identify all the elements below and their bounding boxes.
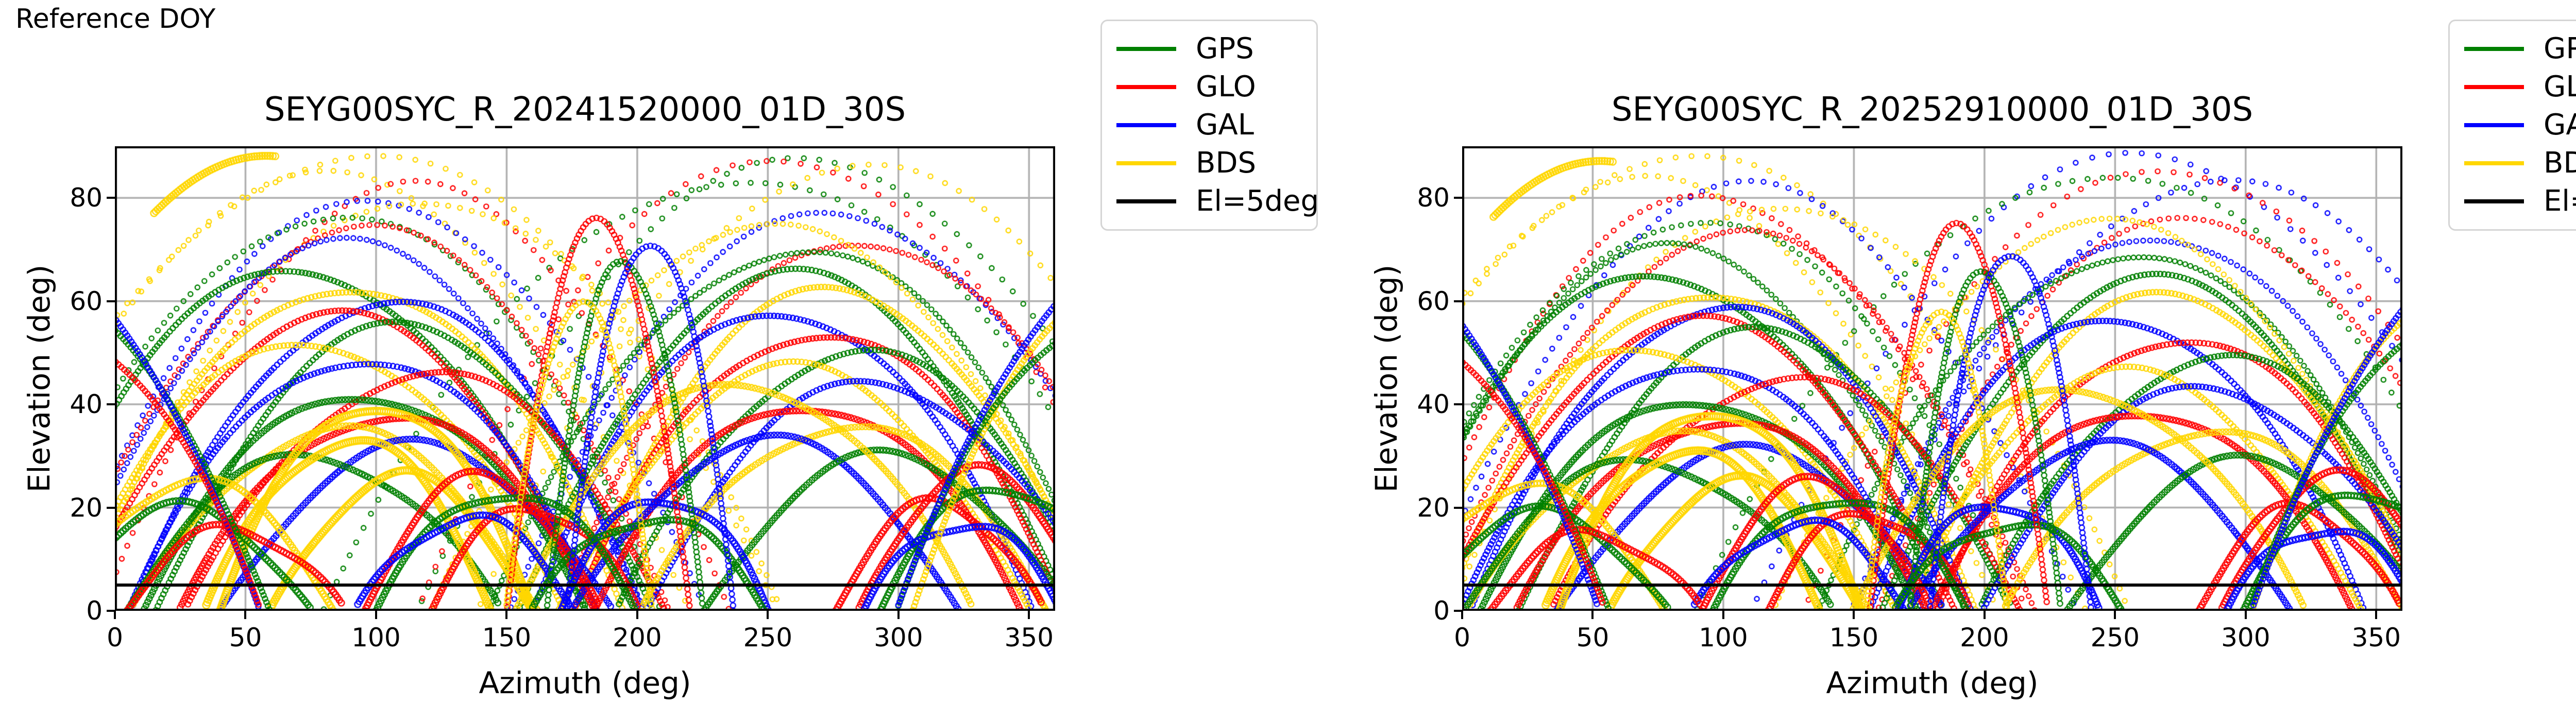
x-tick-mark xyxy=(1983,611,1986,619)
legend-label-gal: GAL xyxy=(1196,108,1254,142)
x-tick-mark xyxy=(2114,611,2116,619)
y-tick-mark xyxy=(1454,610,1462,612)
plot2-legend: GPS GLO GAL BDS El=5deg xyxy=(2448,20,2576,231)
legend-entry-glo: GLO xyxy=(1116,73,1302,101)
y-tick-label: 40 xyxy=(1417,389,1450,420)
x-tick-mark xyxy=(1461,611,1463,619)
legend-entry-el5: El=5deg xyxy=(2464,187,2576,216)
y-tick-label: 80 xyxy=(70,183,103,213)
plot1-axes-canvas xyxy=(115,146,1055,611)
legend-entry-gal: GAL xyxy=(2464,111,2576,140)
legend-label-gps: GPS xyxy=(1196,32,1254,65)
legend-label-gal: GAL xyxy=(2544,108,2576,142)
legend-entry-gal: GAL xyxy=(1116,111,1302,140)
x-tick-mark xyxy=(1591,611,1594,619)
plot1-xaxis-label: Azimuth (deg) xyxy=(479,665,691,700)
legend-label-glo: GLO xyxy=(2544,70,2576,104)
legend-entry-glo: GLO xyxy=(2464,73,2576,101)
el5-line-swatch xyxy=(1116,199,1176,203)
x-tick-label: 350 xyxy=(1004,623,1054,653)
y-tick-label: 20 xyxy=(70,492,103,523)
plot2-axes-canvas xyxy=(1462,146,2402,611)
legend-label-el5: El=5deg xyxy=(2544,184,2576,218)
y-tick-mark xyxy=(1454,300,1462,302)
plot1-legend: GPS GLO GAL BDS El=5deg xyxy=(1100,20,1319,231)
gal-line-swatch xyxy=(2464,123,2524,127)
plot1-yaxis-label: Elevation (deg) xyxy=(22,264,57,493)
plot1-title: SEYG00SYC_R_20241520000_01D_30S xyxy=(264,91,906,129)
y-tick-mark xyxy=(107,403,115,406)
x-tick-mark xyxy=(897,611,900,619)
legend-entry-el5: El=5deg xyxy=(1116,187,1319,216)
y-tick-label: 0 xyxy=(1433,596,1450,626)
x-tick-label: 150 xyxy=(1829,623,1879,653)
legend-entry-bds: BDS xyxy=(2464,149,2576,178)
y-tick-mark xyxy=(1454,197,1462,199)
y-tick-mark xyxy=(107,506,115,509)
gps-line-swatch xyxy=(1116,47,1176,51)
y-tick-mark xyxy=(107,197,115,199)
x-tick-label: 300 xyxy=(2221,623,2270,653)
y-tick-mark xyxy=(107,610,115,612)
plot2-xaxis-label: Azimuth (deg) xyxy=(1826,665,2039,700)
y-tick-mark xyxy=(107,300,115,302)
bds-line-swatch xyxy=(2464,161,2524,165)
glo-line-swatch xyxy=(1116,85,1176,89)
y-tick-label: 0 xyxy=(86,596,103,626)
el5-line-swatch xyxy=(2464,199,2524,203)
legend-entry-gps: GPS xyxy=(1116,35,1302,63)
x-tick-label: 0 xyxy=(107,623,123,653)
x-tick-mark xyxy=(1853,611,1855,619)
y-tick-label: 60 xyxy=(1417,286,1450,316)
y-tick-label: 40 xyxy=(70,389,103,420)
legend-label-gps: GPS xyxy=(2544,32,2576,65)
x-tick-mark xyxy=(2244,611,2247,619)
y-tick-label: 80 xyxy=(1417,183,1450,213)
legend-entry-gps: GPS xyxy=(2464,35,2576,63)
x-tick-label: 200 xyxy=(1960,623,2009,653)
x-tick-label: 350 xyxy=(2351,623,2401,653)
legend-entry-bds: BDS xyxy=(1116,149,1302,178)
glo-line-swatch xyxy=(2464,85,2524,89)
x-tick-mark xyxy=(1722,611,1724,619)
x-tick-label: 150 xyxy=(482,623,532,653)
plot2-yaxis-label: Elevation (deg) xyxy=(1369,264,1404,493)
x-tick-mark xyxy=(636,611,638,619)
legend-label-el5: El=5deg xyxy=(1196,184,1319,218)
reference-doy-label: Reference DOY xyxy=(15,4,216,35)
gal-line-swatch xyxy=(1116,123,1176,127)
x-tick-mark xyxy=(244,611,247,619)
legend-label-glo: GLO xyxy=(1196,70,1256,104)
x-tick-mark xyxy=(375,611,377,619)
bds-line-swatch xyxy=(1116,161,1176,165)
x-tick-mark xyxy=(767,611,769,619)
legend-label-bds: BDS xyxy=(2544,146,2576,180)
x-tick-mark xyxy=(114,611,116,619)
x-tick-label: 200 xyxy=(613,623,662,653)
x-tick-label: 300 xyxy=(874,623,923,653)
x-tick-mark xyxy=(1028,611,1030,619)
x-tick-label: 250 xyxy=(743,623,793,653)
plot2-title: SEYG00SYC_R_20252910000_01D_30S xyxy=(1611,91,2253,129)
x-tick-label: 50 xyxy=(1576,623,1609,653)
y-tick-mark xyxy=(1454,403,1462,406)
x-tick-label: 250 xyxy=(2090,623,2140,653)
y-tick-label: 60 xyxy=(70,286,103,316)
y-tick-label: 20 xyxy=(1417,492,1450,523)
x-tick-mark xyxy=(505,611,508,619)
x-tick-label: 50 xyxy=(229,623,262,653)
x-tick-label: 0 xyxy=(1454,623,1470,653)
x-tick-mark xyxy=(2375,611,2378,619)
x-tick-label: 100 xyxy=(1699,623,1748,653)
x-tick-label: 100 xyxy=(351,623,401,653)
y-tick-mark xyxy=(1454,506,1462,509)
legend-label-bds: BDS xyxy=(1196,146,1257,180)
gps-line-swatch xyxy=(2464,47,2524,51)
